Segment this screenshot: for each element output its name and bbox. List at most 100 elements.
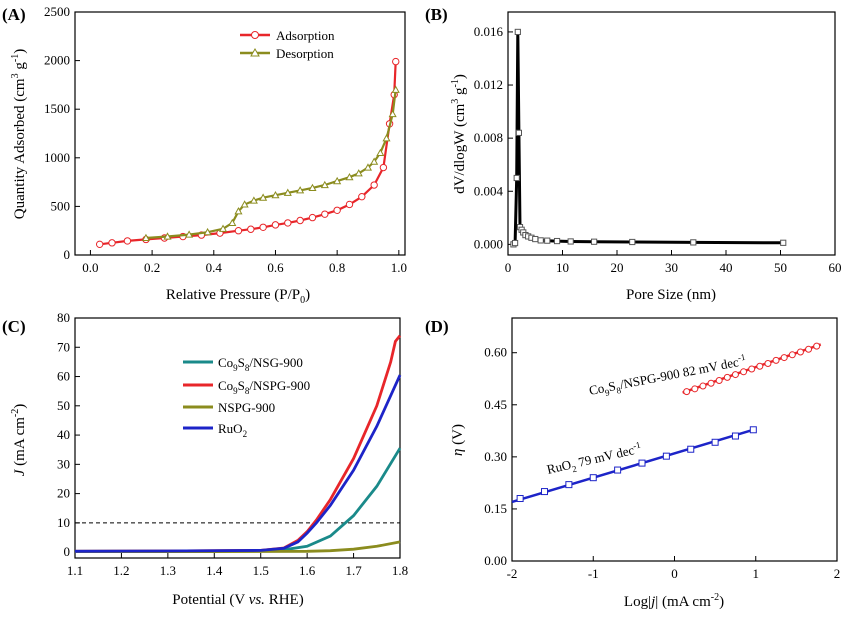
data-point-co9s8-nspg — [723, 373, 731, 381]
data-point-desorption — [388, 109, 397, 118]
panel-b-xtick-label: 20 — [611, 260, 624, 275]
data-point-adsorption — [271, 221, 280, 229]
data-point-co9s8-nspg — [756, 362, 764, 370]
data-point-adsorption — [392, 57, 400, 66]
legend-label-desorption: Desorption — [276, 46, 334, 61]
data-point-adsorption — [379, 163, 388, 172]
data-point-co9s8-nspg — [796, 348, 804, 356]
panel-d-xtick-label: 1 — [753, 566, 760, 581]
panel-c-ytick-label: 20 — [57, 486, 70, 501]
panel-b-xtick-label: 30 — [665, 260, 678, 275]
data-point-pore-distribution — [780, 239, 787, 246]
panel-b-ytick-label: 0.016 — [474, 24, 504, 39]
data-point-pore-distribution — [511, 239, 519, 247]
data-point-co9s8-nspg — [715, 376, 723, 384]
panel-c-ytick-label: 50 — [57, 398, 70, 413]
legend-marker-desorption — [250, 47, 260, 57]
panel-c-ytick-label: 80 — [57, 310, 70, 325]
panel-c-xtick-label: 1.2 — [113, 563, 129, 578]
data-point-ruo2 — [638, 459, 646, 467]
panel-d-xtick-label: -1 — [588, 566, 599, 581]
panel-a-xlabel: Relative Pressure (P/P0) — [166, 287, 310, 306]
data-point-adsorption — [259, 223, 267, 231]
panel-c-xtick-label: 1.6 — [299, 563, 316, 578]
panel-c-legend: Co9S8/NSG-900 Co9S8/NSPG-900 NSPG-900 Ru… — [183, 355, 310, 439]
panel-c-xtick-label: 1.1 — [67, 563, 83, 578]
data-point-co9s8-nspg — [772, 356, 780, 364]
data-point-pore-distribution — [514, 28, 521, 36]
data-point-co9s8-nspg — [813, 342, 821, 350]
data-point-desorption — [234, 207, 243, 215]
data-point-desorption — [249, 196, 258, 204]
data-point-adsorption — [308, 213, 317, 222]
panel-label-c: (C) — [2, 317, 26, 336]
panel-b-series — [510, 28, 787, 248]
data-point-adsorption — [358, 192, 366, 201]
data-point-ruo2 — [589, 474, 597, 482]
data-point-ruo2 — [614, 466, 622, 474]
panel-a-ytick-label: 1000 — [44, 150, 70, 165]
panel-c-ticks: 1.1 1.2 1.3 1.4 1.5 1.6 1.7 1.8 0 10 20 30 40 50 60 70 8… — [57, 310, 408, 578]
panel-c-xtick-label: 1.7 — [345, 563, 362, 578]
panel-c-xtick-label: 1.5 — [253, 563, 269, 578]
data-point-desorption — [382, 134, 391, 142]
panel-b-ytick-label: 0.012 — [474, 77, 503, 92]
panel-b-ticks: 0 10 20 30 40 50 60 0.000 0.004 0.008 0.012 0.016 — [474, 24, 842, 275]
panel-d-annotation-co9s8: Co9S8/NSPG-900 82 mV dec-1 — [588, 352, 748, 401]
data-point-desorption — [218, 224, 228, 232]
data-point-desorption — [271, 190, 280, 199]
panel-a-xtick-label: 0.4 — [206, 260, 223, 275]
data-point-co9s8-nspg — [788, 351, 796, 359]
panel-b-xtick-label: 0 — [505, 260, 512, 275]
panel-d-xtick-label: -2 — [507, 566, 518, 581]
data-point-pore-distribution — [553, 237, 561, 245]
data-point-co9s8-nspg — [707, 379, 715, 387]
panel-c-xlabel: Potential (V vs. RHE) — [172, 592, 303, 608]
panel-d-ytick-label: 0.00 — [484, 553, 507, 568]
data-point-co9s8-nspg — [740, 368, 748, 376]
data-point-ruo2 — [516, 495, 524, 503]
legend-label-co9s8-nspg: Co9S8/NSPG-900 — [218, 378, 310, 396]
panel-d-ylabel: η (V) — [450, 424, 466, 456]
panel-b-xtick-label: 10 — [556, 260, 569, 275]
data-point-desorption — [376, 148, 385, 156]
data-point-pore-distribution — [544, 237, 551, 244]
panel-c-ytick-label: 0 — [64, 544, 71, 559]
data-point-desorption — [185, 230, 194, 238]
data-point-ruo2 — [749, 426, 757, 434]
data-point-pore-distribution — [532, 235, 539, 243]
panel-c-xtick-label: 1.3 — [160, 563, 176, 578]
legend-label-nspg: NSPG-900 — [218, 400, 275, 415]
data-point-desorption — [259, 193, 268, 201]
data-point-desorption — [345, 173, 354, 181]
panel-c-ylabel: J (mA cm-2) — [10, 404, 28, 477]
data-point-adsorption — [296, 216, 304, 225]
panel-d-xlabel: Log|j| (mA cm-2) — [624, 592, 724, 610]
panel-b-xtick-label: 50 — [774, 260, 787, 275]
data-point-co9s8-nspg — [780, 354, 788, 362]
data-point-pore-distribution — [537, 237, 544, 244]
data-point-co9s8-nspg — [691, 385, 699, 393]
series-line-desorption — [145, 89, 397, 240]
data-point-desorption — [141, 233, 150, 242]
panel-b-axes — [507, 11, 836, 256]
panel-d-ytick-label: 0.45 — [484, 397, 507, 412]
panel-c-chart: 1.1 1.2 1.3 1.4 1.5 1.6 1.7 1.8 0 10 20 30 40 50 60 70 8… — [10, 310, 408, 608]
panel-d-series — [511, 342, 822, 504]
data-point-desorption — [320, 180, 329, 189]
panel-d-ytick-label: 0.15 — [484, 501, 507, 516]
legend-label-adsorption: Adsorption — [276, 28, 335, 43]
panel-label-b: (B) — [425, 5, 448, 24]
data-point-ruo2 — [687, 445, 695, 453]
data-point-adsorption — [123, 237, 132, 245]
panel-d-xtick-label: 0 — [671, 566, 678, 581]
panel-a-chart: 0.0 0.2 0.4 0.6 0.8 1.0 0 500 1000 1500 2000 2500 R… — [10, 4, 407, 306]
data-point-co9s8-nspg — [805, 345, 813, 353]
panel-a-xtick-label: 0.0 — [82, 260, 98, 275]
panel-a-xtick-label: 0.2 — [144, 260, 160, 275]
series-line-ruo2 — [74, 374, 402, 553]
data-point-desorption — [354, 169, 363, 177]
series-line-pore-distribution — [512, 31, 784, 246]
panel-b-chart: 0 10 20 30 40 50 60 0.000 0.004 0.008 0.012 0.016 P… — [450, 11, 842, 303]
panel-a-ytick-label: 2000 — [44, 53, 70, 68]
